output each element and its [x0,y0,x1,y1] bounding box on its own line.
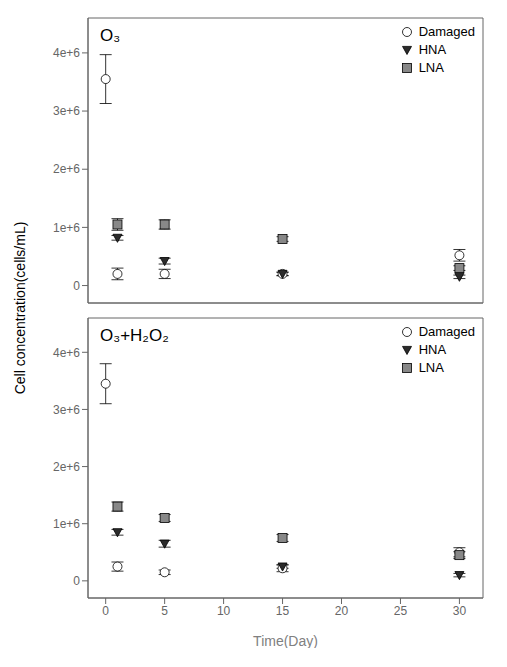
html-text:Damaged: Damaged [418,324,475,339]
svg-text:2e+6: 2e+6 [53,460,80,474]
svg-text:2e+6: 2e+6 [53,162,80,176]
svg-text:20: 20 [335,604,349,618]
svg-text:3e+6: 3e+6 [53,104,80,118]
html-text:O₃: O₃ [100,26,121,45]
svg-text:15: 15 [276,604,290,618]
svg-text:5: 5 [161,604,168,618]
html-text:LNA: LNA [418,60,444,75]
svg-text:10: 10 [217,604,231,618]
svg-text:25: 25 [394,604,408,618]
svg-text:3e+6: 3e+6 [53,403,80,417]
svg-text:30: 30 [453,604,467,618]
html-text:Damaged: Damaged [418,24,475,39]
html-text:O₃+H₂O₂: O₃+H₂O₂ [100,326,169,345]
svg-text:1e+6: 1e+6 [53,517,80,531]
html-text:HNA: HNA [418,42,447,57]
html-text:Cell concentration(cells/mL): Cell concentration(cells/mL) [12,221,28,395]
html-text:LNA: LNA [418,360,444,375]
svg-text:Time(Day): Time(Day) [253,633,318,648]
svg-text:4e+6: 4e+6 [53,346,80,360]
svg-text:0: 0 [73,279,80,293]
svg-text:0: 0 [102,604,109,618]
svg-text:1e+6: 1e+6 [53,221,80,235]
html-text:HNA: HNA [418,342,447,357]
svg-text:0: 0 [73,574,80,588]
svg-text:4e+6: 4e+6 [53,46,80,60]
